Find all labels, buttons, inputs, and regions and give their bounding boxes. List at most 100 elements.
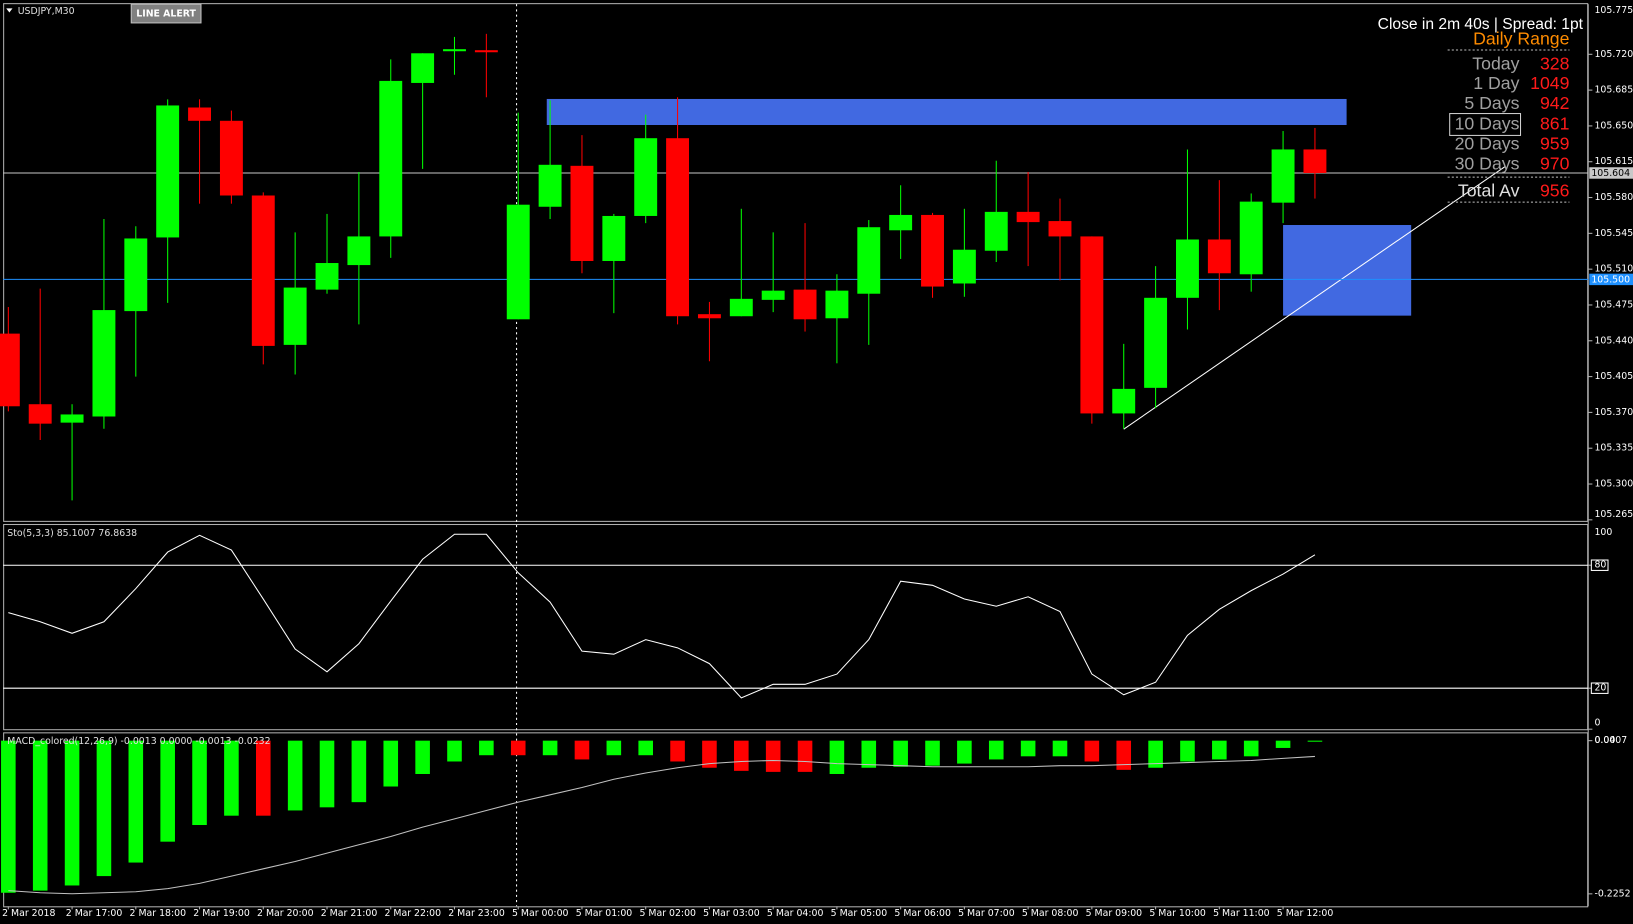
macd-bar [1148,740,1163,768]
candle-body [1144,297,1168,388]
macd-bar [192,740,207,826]
candle-body [347,236,371,266]
candle-body [1176,239,1199,298]
trend-line [1123,166,1506,430]
price-label: 105.500 [1591,274,1630,285]
indicator-legend: Sto(5,3,3) 85.1007 76.8638 [7,528,137,539]
zone-rectangle [1283,225,1412,316]
macd-bar [1180,740,1195,762]
x-tick-label: 2 Mar 23:00 [448,908,505,919]
y-tick-label: 105.265 [1594,509,1633,520]
candle-body [697,314,721,319]
x-tick-label: 5 Mar 05:00 [831,908,888,919]
candle-body [1303,149,1327,173]
y-tick-label: 100 [1594,527,1612,538]
macd-bar [319,740,335,808]
candle-body [474,50,498,53]
signal-line [8,755,1315,895]
y-tick-label: 105.335 [1594,443,1633,454]
row-value: 328 [1540,53,1570,73]
macd-bar [510,740,526,756]
price-label-box [1589,167,1633,179]
y-tick-label: 105.720 [1594,49,1633,60]
candle-body [761,290,785,300]
row-label: 30 Days [1455,153,1520,173]
row-value: 959 [1540,133,1570,153]
candle-body [156,105,180,238]
x-tick-label: 5 Mar 00:00 [512,908,569,919]
candle-body [634,138,658,216]
candle-body [889,214,913,231]
y-tick-label: -0.2252 [1594,888,1630,899]
y-tick-label: 105.545 [1594,228,1633,239]
button-face[interactable] [130,3,202,24]
macd-bar [479,740,494,756]
x-tick-label: 5 Mar 02:00 [639,908,696,919]
total-value: 956 [1540,180,1570,200]
x-tick-label: 2 Mar 2018 [2,908,55,919]
macd-bar [861,740,877,768]
y-tick-label: 80 [1594,560,1606,571]
macd-bar [574,740,590,760]
y-tick-label: 105.510 [1594,264,1633,275]
candle-body [1112,388,1136,414]
candle-body [825,290,849,319]
macd-bar [224,740,239,816]
candle-body [1016,211,1040,223]
candle-body [411,53,435,83]
x-tick-label: 2 Mar 21:00 [321,908,378,919]
macd-bar [383,740,399,787]
candle-body [219,120,243,196]
macd-bar [765,740,781,772]
macd-bar [734,740,749,771]
price-label-box [1589,273,1633,286]
x-tick-label: 2 Mar 18:00 [130,908,187,919]
row-label: Today [1472,53,1519,73]
candle-body [0,333,20,407]
macd-bar [1116,740,1132,770]
macd-bar [988,740,1004,760]
candle-body [506,204,530,320]
y-tick-label: 105.370 [1594,407,1633,418]
level-label-box [1590,682,1609,694]
macd-bar [606,740,622,756]
macd-bar [64,740,80,886]
x-tick-label: 5 Mar 07:00 [958,908,1015,919]
button-label[interactable]: LINE ALERT [136,9,196,20]
x-tick-label: 5 Mar 12:00 [1277,908,1334,919]
candle-body [857,227,881,294]
macd-bar [893,740,908,767]
macd-bar [415,740,430,774]
candle-body [729,298,753,317]
row-label: 1 Day [1473,73,1519,93]
candle-body [921,214,944,287]
candle-body [315,263,339,290]
macd-bar [638,740,653,756]
chart-title: USDJPY,M30 [18,6,75,17]
y-tick-label: 105.405 [1594,371,1633,382]
y-tick-label: 0.0407 [1594,735,1627,746]
x-tick-label: 5 Mar 04:00 [767,908,824,919]
y-tick-label: 105.650 [1594,120,1633,131]
total-label: Total Av [1458,180,1520,200]
candle-body [1207,239,1231,274]
macd-bar [447,740,462,762]
row-label: 5 Days [1464,93,1519,113]
x-tick-label: 5 Mar 10:00 [1149,908,1206,919]
y-tick-label: 105.475 [1594,299,1633,310]
y-tick-label: 105.580 [1594,192,1633,203]
x-tick-label: 2 Mar 22:00 [385,908,442,919]
line-alert-button[interactable]: LINE ALERT [130,3,202,24]
candle-body [283,287,307,345]
macd-bar [32,740,48,891]
macd-bar [96,740,112,877]
macd-bar [1020,740,1036,757]
macd-bar [351,740,367,803]
y-tick-label: 105.615 [1594,156,1633,167]
indicator-legend: MACD_colored(12,26,9) -0.0013 0.0000 -0.… [7,736,270,747]
candle-body [602,215,626,261]
macd-bar [957,740,972,764]
status-text: Close in 2m 40s | Spread: 1pt [1378,16,1584,33]
x-tick-label: 5 Mar 08:00 [1022,908,1079,919]
